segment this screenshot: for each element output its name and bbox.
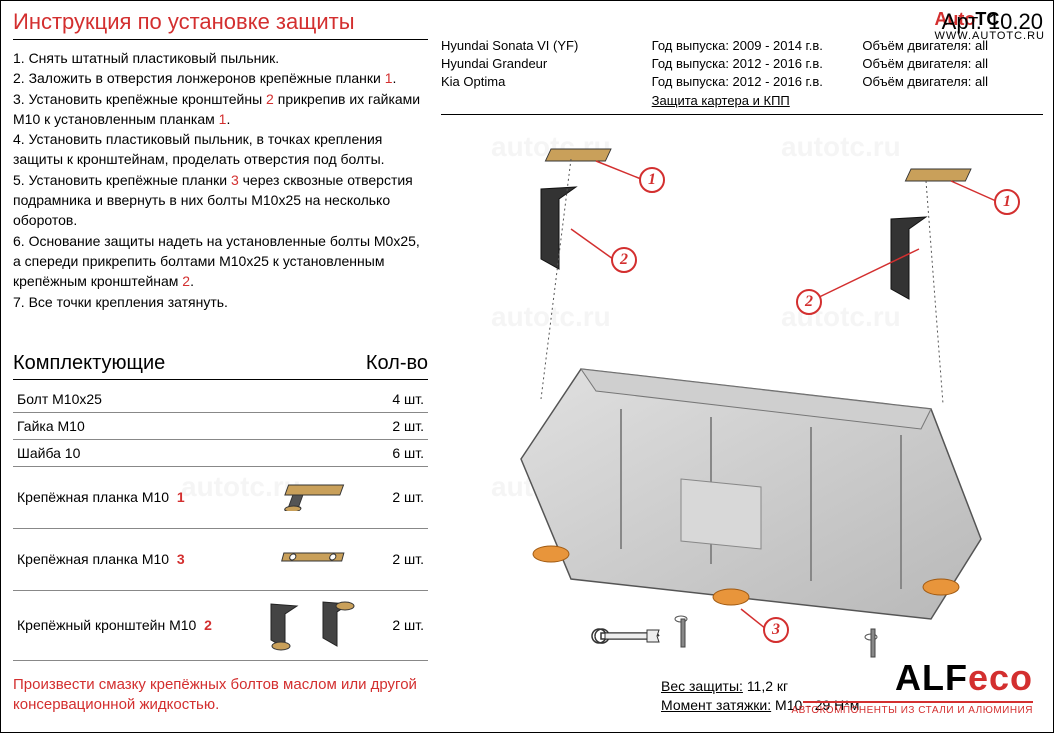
brand-tagline: АВТОКОМПОНЕНТЫ ИЗ СТАЛИ И АЛЮМИНИЯ — [791, 705, 1033, 716]
instructions-body: 1. Снять штатный пластиковый пыльник. 2.… — [13, 48, 428, 312]
engines-list: Объём двигателя: all Объём двигателя: al… — [862, 37, 1043, 110]
bracket-icon — [268, 545, 358, 571]
part-qty: 2 шт. — [368, 590, 428, 660]
part-image — [258, 466, 368, 528]
year-range: Год выпуска: 2012 - 2016 г.в. — [652, 73, 833, 91]
torque-label: Момент затяжки: — [661, 697, 771, 713]
step: 1. Снять штатный пластиковый пыльник. — [13, 48, 428, 68]
left-column: Инструкция по установке защиты 1. Снять … — [13, 9, 428, 715]
engine: Объём двигателя: all — [862, 37, 1043, 55]
protection-type: Защита картера и КПП — [652, 92, 833, 110]
step: 7. Все точки крепления затянуть. — [13, 292, 428, 312]
part-name: Крепёжная планка М10 1 — [13, 466, 258, 528]
part-qty: 2 шт. — [368, 412, 428, 439]
year-range: Год выпуска: 2012 - 2016 г.в. — [652, 55, 833, 73]
components-section: Комплектующие Кол-во Болт М10х25 4 шт. Г… — [13, 352, 428, 661]
callout-1: 1 — [639, 167, 665, 193]
assembly-diagram: 1 2 1 2 3 — [441, 119, 1043, 679]
engine: Объём двигателя: all — [862, 73, 1043, 91]
part-name: Крепёжная планка М10 3 — [13, 528, 258, 590]
table-row: Шайба 10 6 шт. — [13, 439, 428, 466]
step: 2. Заложить в отверстия лонжеронов крепё… — [13, 68, 428, 88]
part-qty: 4 шт. — [368, 386, 428, 413]
step: 3. Установить крепёжные кронштейны 2 при… — [13, 89, 428, 130]
components-header: Комплектующие Кол-во — [13, 352, 428, 380]
diagram-svg — [441, 119, 1041, 679]
step: 4. Установить пластиковый пыльник, в точ… — [13, 129, 428, 170]
vehicle: Hyundai Grandeur — [441, 55, 622, 73]
part-name: Гайка М10 — [13, 412, 368, 439]
brand-block: ALFeco АВТОКОМПОНЕНТЫ ИЗ СТАЛИ И АЛЮМИНИ… — [791, 657, 1033, 716]
part-image — [258, 528, 368, 590]
year-range: Год выпуска: 2009 - 2014 г.в. — [652, 37, 833, 55]
page-root: autotc.ru autotc.ru autotc.ru autotc.ru … — [0, 0, 1054, 733]
bracket-icon — [268, 481, 358, 511]
table-row: Гайка М10 2 шт. — [13, 412, 428, 439]
weight-label: Вес защиты: — [661, 678, 743, 694]
table-row: Крепёжная планка М10 3 2 шт. — [13, 528, 428, 590]
brand-name: ALFeco — [791, 657, 1033, 699]
article-number: Арт. 10.20 — [441, 9, 1043, 35]
callout-2: 2 — [796, 289, 822, 315]
callout-1: 1 — [994, 189, 1020, 215]
step: 5. Установить крепёжные планки 3 через с… — [13, 170, 428, 231]
engine: Объём двигателя: all — [862, 55, 1043, 73]
table-row: Крепёжная планка М10 1 2 шт. — [13, 466, 428, 528]
table-row: Крепёжный кронштейн М10 2 2 шт. — [13, 590, 428, 660]
part-qty: 2 шт. — [368, 528, 428, 590]
instructions-title: Инструкция по установке защиты — [13, 9, 428, 40]
part-name: Шайба 10 — [13, 439, 368, 466]
bracket-icon — [263, 596, 363, 652]
callout-3: 3 — [763, 617, 789, 643]
vehicles-list: Hyundai Sonata VI (YF) Hyundai Grandeur … — [441, 37, 622, 110]
part-qty: 6 шт. — [368, 439, 428, 466]
part-image — [258, 590, 368, 660]
components-title: Комплектующие — [13, 352, 165, 375]
weight-value: 11,2 кг — [747, 678, 788, 694]
part-name: Крепёжный кронштейн М10 2 — [13, 590, 258, 660]
vehicle-header: Hyundai Sonata VI (YF) Hyundai Grandeur … — [441, 37, 1043, 115]
years-list: Год выпуска: 2009 - 2014 г.в. Год выпуск… — [652, 37, 833, 110]
callout-2: 2 — [611, 247, 637, 273]
components-table: Болт М10х25 4 шт. Гайка М10 2 шт. Шайба … — [13, 386, 428, 661]
vehicle: Kia Optima — [441, 73, 622, 91]
part-name: Болт М10х25 — [13, 386, 368, 413]
vehicle: Hyundai Sonata VI (YF) — [441, 37, 622, 55]
lubrication-note: Произвести смазку крепёжных болтов масло… — [13, 675, 428, 716]
step: 6. Основание защиты надеть на установлен… — [13, 231, 428, 292]
table-row: Болт М10х25 4 шт. — [13, 386, 428, 413]
components-qty-label: Кол-во — [366, 352, 428, 375]
right-column: Арт. 10.20 Hyundai Sonata VI (YF) Hyunda… — [441, 9, 1043, 722]
part-qty: 2 шт. — [368, 466, 428, 528]
wrench-icon — [591, 625, 661, 647]
